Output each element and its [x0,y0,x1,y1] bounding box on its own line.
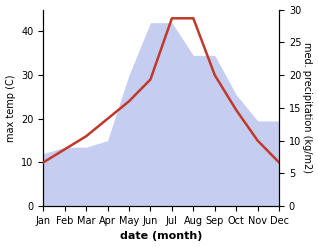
Y-axis label: med. precipitation (kg/m2): med. precipitation (kg/m2) [302,42,313,173]
X-axis label: date (month): date (month) [120,231,202,242]
Y-axis label: max temp (C): max temp (C) [5,74,16,142]
